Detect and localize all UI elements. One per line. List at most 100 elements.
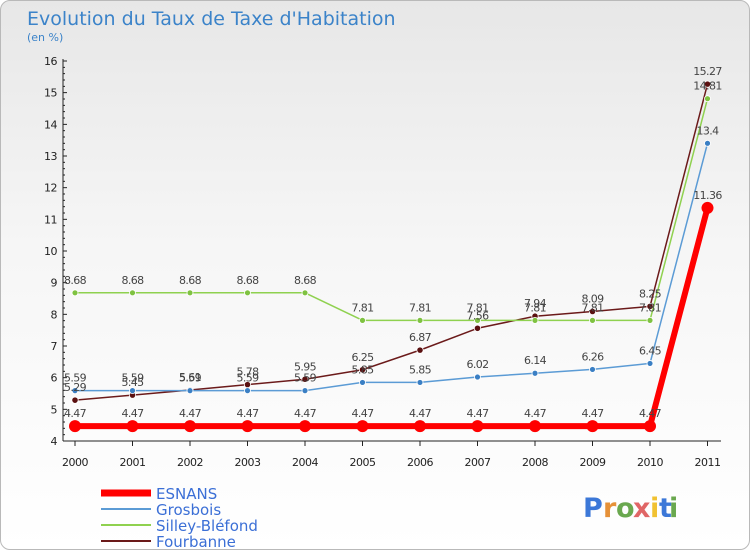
- brand-letter: P: [583, 493, 603, 524]
- data-label-esnans: 4.47: [294, 407, 317, 420]
- data-point-silley-bl-fond: [359, 316, 366, 324]
- data-point-grosbois: [531, 369, 539, 377]
- y-tick-label: 16: [44, 55, 57, 68]
- data-label-fourbanne: 5.95: [294, 360, 317, 373]
- y-tick-label: 10: [44, 245, 57, 258]
- data-label-grosbois: 5.59: [64, 372, 87, 385]
- brand-letter: o: [616, 493, 635, 524]
- data-point-esnans: [701, 201, 714, 214]
- data-label-esnans: 4.47: [639, 407, 662, 420]
- data-label-silley-bl-fond: 8.68: [64, 274, 87, 287]
- data-point-silley-bl-fond: [71, 289, 79, 297]
- y-tick-label: 6: [51, 372, 58, 385]
- data-label-fourbanne: 5.61: [179, 371, 201, 384]
- data-label-fourbanne: 5.45: [121, 376, 144, 389]
- data-point-grosbois: [129, 387, 136, 395]
- data-point-esnans: [644, 420, 656, 433]
- legend-label: Grosbois: [156, 501, 221, 519]
- data-point-fourbanne: [473, 324, 482, 332]
- y-tick-label: 12: [44, 182, 57, 195]
- data-label-silley-bl-fond: 7.81: [581, 301, 603, 314]
- data-label-esnans: 4.47: [466, 407, 489, 420]
- data-label-silley-bl-fond: 14.81: [693, 80, 722, 93]
- chart-subtitle: (en %): [27, 31, 63, 44]
- data-point-grosbois: [71, 387, 79, 395]
- axes: 4 5 6 7 8 9 10 11 12 13 14 15 16 2000 2001 2002 2003 2004…: [44, 55, 721, 469]
- data-label-fourbanne: 5.29: [64, 381, 87, 394]
- data-point-fourbanne: [358, 366, 367, 374]
- x-tick-label: 2011: [695, 456, 721, 469]
- data-point-grosbois: [359, 379, 366, 386]
- x-tick-label: 2007: [465, 456, 491, 469]
- data-label-fourbanne: 6.25: [351, 351, 374, 364]
- x-tick-label: 2008: [522, 456, 548, 469]
- brand-letter: t: [659, 493, 672, 524]
- data-point-esnans: [356, 420, 369, 433]
- x-tick-label: 2002: [177, 456, 203, 469]
- data-point-silley-bl-fond: [531, 316, 539, 324]
- data-point-silley-bl-fond: [186, 289, 194, 297]
- data-label-fourbanne: 7.94: [524, 297, 547, 310]
- series-line-silley-bl-fond: [75, 98, 709, 322]
- data-point-fourbanne: [301, 375, 309, 383]
- data-point-esnans: [414, 420, 426, 433]
- data-label-esnans: 4.47: [121, 407, 144, 420]
- x-tick-label: 2003: [235, 456, 261, 469]
- data-point-grosbois: [704, 139, 711, 147]
- data-point-silley-bl-fond: [646, 316, 654, 324]
- data-point-esnans: [471, 420, 484, 433]
- x-tick-label: 2000: [62, 456, 88, 469]
- data-point-silley-bl-fond: [129, 289, 136, 297]
- y-tick-label: 13: [44, 150, 57, 163]
- data-label-esnans: 4.47: [409, 407, 432, 420]
- series-layer: [69, 80, 714, 433]
- data-point-grosbois: [589, 366, 596, 373]
- y-tick-label: 8: [51, 308, 58, 321]
- y-tick-label: 14: [44, 118, 57, 131]
- data-point-esnans: [184, 420, 196, 433]
- y-tick-label: 9: [51, 277, 58, 290]
- x-tick-label: 2009: [580, 456, 606, 469]
- data-point-fourbanne: [703, 80, 712, 88]
- x-tick-label: 2004: [292, 456, 318, 469]
- brand-letter: i: [669, 493, 678, 524]
- x-tick-label: 2001: [120, 456, 146, 469]
- y-tick-label: 15: [44, 87, 57, 100]
- data-label-silley-bl-fond: 7.81: [466, 301, 488, 314]
- data-label-esnans: 4.47: [524, 407, 547, 420]
- chart-title: Evolution du Taux de Taxe d'Habitation: [27, 8, 396, 30]
- x-tick-label: 2006: [407, 456, 433, 469]
- data-point-fourbanne: [416, 346, 424, 354]
- series-line-esnans: [75, 207, 711, 430]
- legend-label: ESNANS: [156, 485, 217, 503]
- data-point-grosbois: [474, 373, 481, 381]
- data-point-esnans: [241, 420, 254, 433]
- data-point-esnans: [126, 420, 139, 433]
- data-label-grosbois: 5.59: [179, 372, 202, 385]
- data-label-fourbanne: 6.87: [409, 331, 432, 344]
- series-line-fourbanne: [74, 83, 709, 401]
- brand-letter: r: [603, 493, 617, 524]
- data-label-fourbanne: 8.25: [639, 287, 662, 300]
- brand-letter: i: [650, 493, 659, 524]
- data-point-esnans: [299, 420, 311, 433]
- data-label-silley-bl-fond: 7.81: [524, 301, 546, 314]
- data-label-silley-bl-fond: 8.68: [179, 274, 202, 287]
- data-point-silley-bl-fond: [244, 289, 251, 297]
- data-label-grosbois: 13.4: [696, 124, 719, 137]
- brand-letter: x: [633, 493, 650, 524]
- data-label-silley-bl-fond: 8.68: [236, 274, 259, 287]
- y-tick-label: 11: [44, 213, 57, 226]
- data-label-fourbanne: 5.78: [236, 366, 259, 379]
- data-label-grosbois: 5.59: [121, 372, 144, 385]
- data-point-grosbois: [416, 379, 424, 386]
- data-label-esnans: 4.47: [179, 407, 202, 420]
- x-tick-label: 2005: [350, 456, 376, 469]
- data-labels: 5.29 5.45 5.61 5.78 5.95 6.25 6.87 7.56 7.94 8.09…: [64, 65, 723, 420]
- legend-label: Fourbanne: [156, 533, 236, 550]
- data-point-fourbanne: [588, 307, 597, 316]
- data-label-esnans: 4.47: [236, 407, 259, 420]
- data-label-grosbois: 5.59: [294, 372, 317, 385]
